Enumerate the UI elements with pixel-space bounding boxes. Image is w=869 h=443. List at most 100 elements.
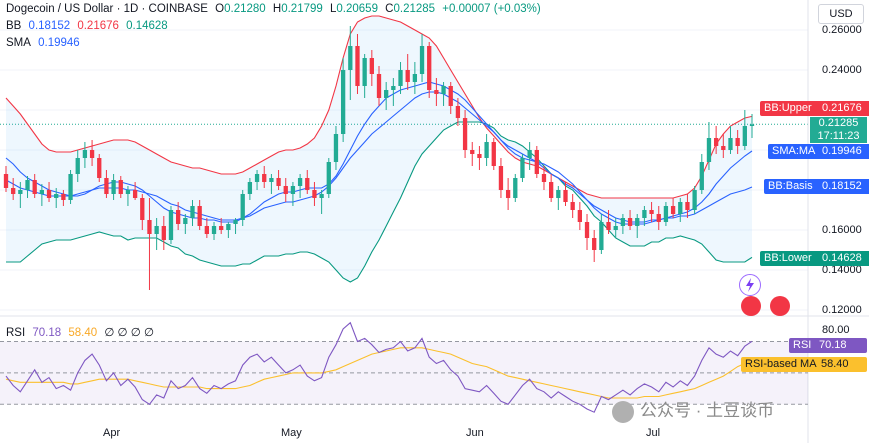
candle-body: [197, 206, 202, 226]
rsi-legend[interactable]: RSI 70.18 58.40 ∅ ∅ ∅ ∅: [6, 325, 158, 339]
bb-lower-tag-label: BB:Lower: [764, 252, 812, 264]
currency-selector[interactable]: USD: [818, 4, 864, 24]
bb-upper-tag-label: BB:Upper: [764, 102, 812, 114]
candle-body: [290, 186, 296, 194]
candle: [505, 178, 511, 210]
candle-body: [613, 226, 618, 230]
candle-body: [355, 46, 360, 86]
candle: [290, 182, 296, 206]
x-tick-jun: Jun: [466, 427, 484, 439]
candle: [570, 194, 575, 218]
candle: [348, 26, 353, 100]
candle-body: [147, 220, 152, 234]
candle: [204, 218, 209, 238]
candle: [462, 110, 468, 158]
candle-body: [111, 180, 116, 194]
x-tick-may: May: [281, 427, 302, 439]
candle: [670, 198, 676, 218]
lightning-icon[interactable]: [739, 274, 761, 296]
candle: [233, 218, 238, 234]
candle: [713, 126, 719, 154]
candle-body: [333, 134, 339, 162]
candle-body: [384, 90, 389, 98]
candle: [262, 166, 267, 188]
price-tick: 0.14000: [822, 264, 862, 276]
candle: [620, 214, 626, 234]
candle: [678, 198, 683, 222]
candle-body: [541, 174, 547, 182]
bb-upper-line: [5, 15, 753, 199]
sma-value: 0.19946: [38, 37, 80, 49]
candle-body: [269, 178, 274, 182]
candle: [491, 138, 496, 170]
candle: [556, 186, 561, 210]
close-label: C: [385, 3, 394, 15]
bollinger-band: [5, 15, 753, 283]
candle-body: [226, 224, 231, 230]
candle-body: [505, 190, 511, 198]
candle-body: [721, 146, 726, 150]
bb-basis-tag-value: 0.18152: [822, 180, 862, 192]
candle-body: [642, 210, 647, 218]
rsi-extra-values: ∅ ∅ ∅ ∅: [104, 327, 154, 339]
candle-body: [498, 166, 504, 190]
candle-body: [398, 70, 403, 86]
candle-body: [556, 190, 561, 198]
symbol-title[interactable]: Dogecoin / US Dollar · 1D · COINBASE: [6, 3, 208, 15]
candle: [269, 174, 274, 194]
candle-body: [11, 188, 16, 194]
candle-body: [61, 194, 66, 200]
high-label: H: [272, 3, 282, 15]
candle: [147, 198, 152, 290]
candle: [140, 194, 145, 230]
rsi-ma-tag-value: 58.40: [821, 358, 849, 370]
candle: [18, 182, 23, 208]
bar-countdown: 17:11:23: [817, 130, 860, 142]
candle-body: [233, 220, 238, 224]
us-flag-icon[interactable]: [770, 296, 790, 316]
candle-body: [118, 180, 123, 194]
candle: [441, 82, 446, 106]
ohlc-legend: Dogecoin / US Dollar · 1D · COINBASE O0.…: [6, 3, 545, 15]
rsi-tag-value: 70.18: [819, 339, 847, 351]
candle-body: [297, 178, 303, 186]
candle: [412, 62, 418, 94]
candle-body: [599, 222, 604, 250]
bb-legend[interactable]: BB 0.18152 0.21676 0.14628: [6, 20, 172, 32]
us-flag-icon[interactable]: [741, 296, 761, 316]
candle-body: [678, 202, 683, 214]
last-price-tag: 0.21285 17:11:23: [810, 117, 867, 143]
candle-body: [204, 226, 209, 234]
candle: [197, 200, 202, 230]
candle: [54, 188, 59, 208]
candle: [513, 174, 518, 202]
candle-body: [448, 86, 453, 106]
candle: [68, 170, 73, 204]
candle: [305, 170, 310, 194]
candle: [448, 82, 453, 114]
candle-body: [190, 206, 195, 218]
candle-body: [132, 190, 138, 198]
candle: [276, 170, 281, 190]
candle-body: [742, 126, 747, 146]
candle: [11, 178, 16, 200]
rsi-pane: [0, 321, 808, 413]
rsi-ma-tag-label: RSI-based MA: [745, 358, 817, 370]
change-value: +0.00007 (+0.03%): [442, 3, 541, 15]
candle-body: [283, 186, 288, 194]
candle: [419, 34, 425, 82]
candle: [355, 34, 360, 94]
candle: [168, 206, 174, 244]
candle: [154, 218, 159, 250]
candle: [613, 218, 618, 238]
candle: [427, 42, 432, 98]
candle-body: [455, 106, 461, 118]
rsi-ma-tag: RSI-based MA 58.40: [741, 357, 867, 372]
sma-legend[interactable]: SMA 0.19946: [6, 37, 84, 49]
candle-body: [635, 218, 640, 226]
candle: [534, 146, 539, 178]
candle-body: [104, 178, 109, 194]
candle-body: [3, 174, 9, 188]
